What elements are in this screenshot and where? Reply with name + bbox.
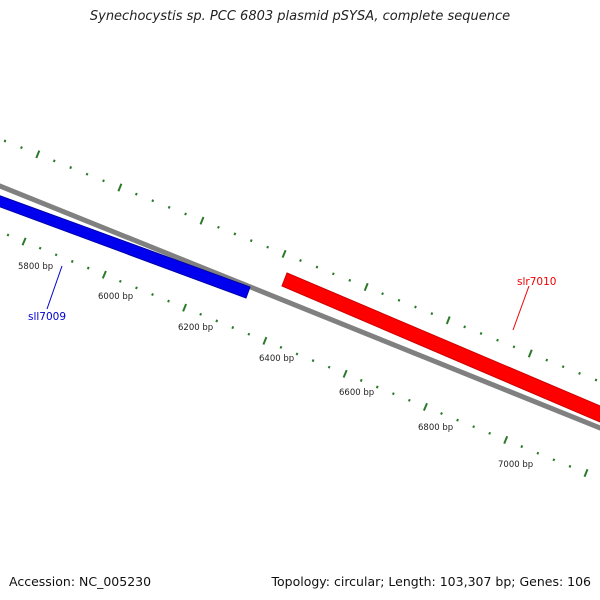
outer-minor-tick (52, 159, 56, 163)
inner-minor-tick (247, 332, 251, 336)
inner-major-tick (101, 270, 107, 279)
inner-minor-tick (118, 279, 122, 283)
outer-minor-tick (249, 239, 253, 243)
inner-major-tick (21, 237, 27, 246)
outer-major-tick (117, 183, 123, 192)
outer-minor-tick (85, 172, 89, 176)
inner-minor-tick (440, 411, 443, 416)
inner-major-tick (422, 402, 428, 411)
tick-label-6600: 6600 bp (339, 388, 374, 398)
inner-minor-tick (359, 378, 363, 382)
inner-minor-tick (151, 292, 154, 297)
inner-major-tick (583, 468, 589, 478)
outer-minor-tick (217, 225, 220, 229)
inner-minor-tick (38, 246, 42, 250)
outer-minor-tick (3, 139, 7, 143)
outer-minor-tick (545, 358, 549, 362)
outer-tick-track (3, 139, 598, 382)
inner-minor-tick (375, 385, 379, 389)
outer-minor-tick (134, 192, 138, 196)
gene-label-sll7009: sll7009 (28, 311, 66, 323)
slr7010-callout-line (512, 285, 530, 331)
outer-major-tick (281, 249, 287, 258)
tick-label-6400: 6400 bp (259, 354, 294, 364)
outer-minor-tick (594, 378, 598, 382)
inner-minor-tick (279, 345, 283, 349)
backbone-line (0, 183, 600, 431)
inner-minor-tick (6, 233, 10, 237)
inner-tick-track (6, 233, 589, 478)
inner-minor-tick (215, 319, 219, 323)
outer-minor-tick (299, 259, 302, 262)
outer-minor-tick (102, 179, 105, 183)
outer-minor-tick (414, 305, 417, 309)
inner-minor-tick (488, 431, 492, 435)
outer-minor-tick (381, 292, 384, 296)
outer-major-tick (527, 349, 533, 358)
outer-minor-tick (69, 166, 73, 170)
outer-minor-tick (512, 345, 516, 349)
tick-label-5800: 5800 bp (18, 262, 53, 272)
outer-minor-tick (20, 146, 23, 150)
inner-minor-tick (311, 359, 315, 363)
outer-minor-tick (151, 199, 155, 203)
inner-minor-tick (552, 458, 556, 462)
outer-minor-tick (315, 265, 319, 269)
inner-minor-tick (167, 299, 170, 303)
inner-minor-tick (70, 259, 74, 263)
inner-minor-tick (327, 365, 331, 369)
map-title: Synechocystis sp. PCC 6803 plasmid pSYSA… (89, 9, 511, 24)
outer-minor-tick (496, 338, 499, 342)
inner-minor-tick (520, 445, 524, 449)
tick-label-6000: 6000 bp (98, 292, 133, 302)
inner-minor-tick (295, 352, 299, 356)
tick-label-7000: 7000 bp (498, 460, 533, 470)
accession-text: Accession: NC_005230 (9, 574, 152, 589)
inner-minor-tick (472, 425, 476, 429)
inner-major-tick (262, 336, 268, 345)
inner-major-tick (182, 303, 188, 312)
gene-sll7009[interactable] (0, 194, 251, 299)
inner-minor-tick (54, 253, 58, 257)
inner-minor-tick (86, 266, 90, 270)
inner-minor-tick (391, 392, 395, 396)
gene-slr7010[interactable] (281, 272, 600, 423)
outer-minor-tick (266, 245, 270, 249)
outer-major-tick (199, 216, 205, 225)
inner-major-tick (503, 435, 509, 444)
inner-minor-tick (135, 286, 138, 290)
inner-minor-tick (199, 312, 203, 316)
outer-major-tick (363, 282, 369, 292)
inner-minor-tick (231, 326, 235, 330)
outer-minor-tick (331, 272, 335, 276)
inner-minor-tick (456, 418, 459, 422)
inner-minor-tick (536, 451, 540, 455)
outer-minor-tick (348, 278, 352, 282)
outer-minor-tick (479, 332, 483, 335)
outer-major-tick (35, 150, 41, 159)
outer-minor-tick (561, 365, 565, 369)
topology-summary: Topology: circular; Length: 103,307 bp; … (271, 574, 592, 589)
inner-major-tick (342, 369, 348, 378)
outer-minor-tick (578, 371, 581, 375)
tick-label-6200: 6200 bp (178, 323, 213, 333)
tick-label-6800: 6800 bp (418, 423, 453, 433)
outer-minor-tick (397, 298, 401, 302)
outer-minor-tick (167, 205, 171, 209)
outer-major-tick (445, 316, 451, 325)
gene-label-slr7010: slr7010 (517, 276, 556, 288)
outer-minor-tick (184, 212, 187, 216)
inner-minor-tick (568, 464, 572, 468)
outer-minor-tick (233, 232, 237, 236)
outer-minor-tick (463, 325, 467, 329)
outer-minor-tick (430, 312, 434, 316)
inner-minor-tick (407, 398, 411, 402)
sll7009-callout-line (46, 265, 63, 310)
